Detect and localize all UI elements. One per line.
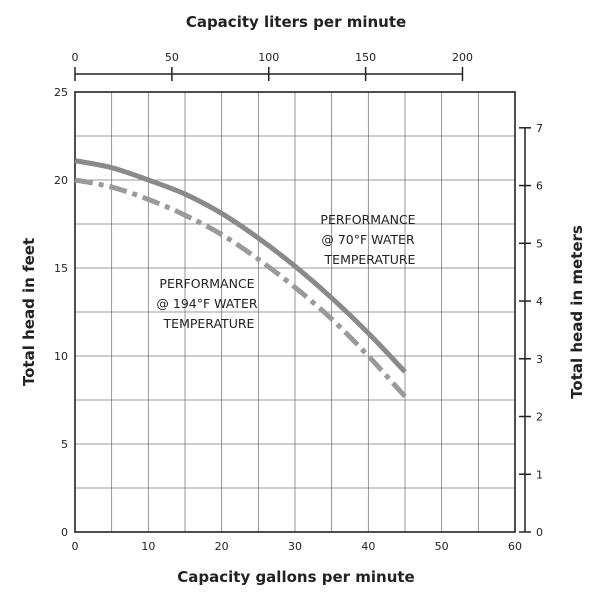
x2-tick-label: 200 bbox=[452, 51, 473, 64]
x-axis-title: Capacity gallons per minute bbox=[177, 568, 414, 586]
y-tick-label: 20 bbox=[54, 174, 68, 187]
annotation-194f-line-2: @ 194°F WATER bbox=[156, 296, 258, 311]
y2-tick-label: 6 bbox=[536, 180, 543, 193]
x-tick-label: 30 bbox=[288, 540, 302, 553]
y-tick-label: 5 bbox=[61, 438, 68, 451]
series-line-70f bbox=[74, 158, 407, 374]
y2-axis-title: Total head in meters bbox=[568, 225, 586, 399]
plot-frame bbox=[74, 91, 516, 533]
x-tick-label: 60 bbox=[508, 540, 522, 553]
y2-tick-label: 1 bbox=[536, 468, 543, 481]
series-layer bbox=[74, 158, 407, 399]
annotation-70f-line-2: @ 70°F WATER bbox=[321, 232, 415, 247]
x-tick-labels: 0 10 20 30 40 50 60 bbox=[72, 540, 523, 553]
x2-tick-label: 100 bbox=[258, 51, 279, 64]
grid bbox=[74, 91, 516, 533]
y-axis-title: Total head in feet bbox=[20, 238, 38, 386]
y-tick-label: 15 bbox=[54, 262, 68, 275]
x-tick-label: 10 bbox=[141, 540, 155, 553]
y-tick-label: 10 bbox=[54, 350, 68, 363]
x2-tick-label: 50 bbox=[165, 51, 179, 64]
x-tick-label: 20 bbox=[215, 540, 229, 553]
y-tick-label: 25 bbox=[54, 86, 68, 99]
y2-tick-label: 3 bbox=[536, 353, 543, 366]
y2-tick-label: 0 bbox=[536, 526, 543, 539]
annotation-194f-line-3: TEMPERATURE bbox=[163, 316, 255, 331]
series-line-194f bbox=[74, 177, 407, 399]
x2-axis-title: Capacity liters per minute bbox=[186, 13, 406, 31]
annotation-194f-line-1: PERFORMANCE bbox=[159, 276, 254, 291]
x2-tick-label: 0 bbox=[72, 51, 79, 64]
annotation-194f: PERFORMANCE @ 194°F WATER TEMPERATURE bbox=[156, 276, 261, 331]
x2-tick-label: 150 bbox=[355, 51, 376, 64]
y-tick-label: 0 bbox=[61, 526, 68, 539]
y2-tick-label: 2 bbox=[536, 411, 543, 424]
x-tick-label: 0 bbox=[72, 540, 79, 553]
right-axis: 0 1 2 3 4 5 6 7 bbox=[519, 122, 543, 539]
y2-tick-label: 7 bbox=[536, 122, 543, 135]
x-tick-label: 50 bbox=[435, 540, 449, 553]
top-axis: 0 50 100 150 200 bbox=[72, 51, 473, 81]
y2-tick-label: 4 bbox=[536, 295, 543, 308]
y-tick-labels: 0 5 10 15 20 25 bbox=[54, 86, 68, 539]
y2-tick-label: 5 bbox=[536, 237, 543, 250]
x-tick-label: 40 bbox=[361, 540, 375, 553]
annotation-70f-line-3: TEMPERATURE bbox=[324, 252, 416, 267]
annotation-70f-line-1: PERFORMANCE bbox=[320, 212, 415, 227]
annotation-70f: PERFORMANCE @ 70°F WATER TEMPERATURE bbox=[320, 212, 419, 267]
